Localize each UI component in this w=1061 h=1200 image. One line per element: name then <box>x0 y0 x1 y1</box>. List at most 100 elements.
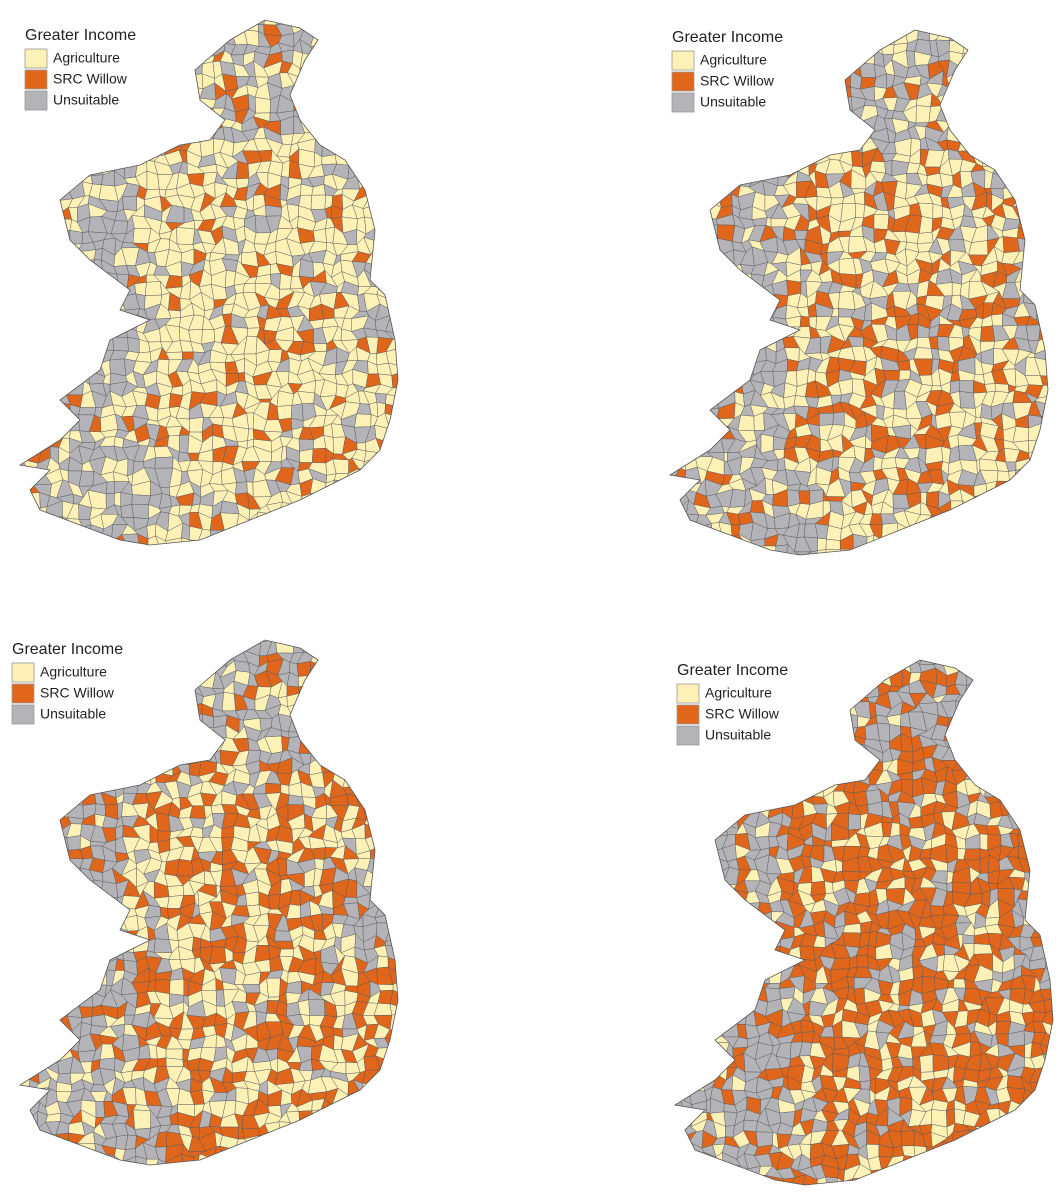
map-region <box>333 130 350 144</box>
map-region <box>356 468 371 486</box>
map-region <box>20 337 28 356</box>
map-region <box>682 382 697 395</box>
map-region <box>818 129 830 143</box>
map-region <box>809 107 821 121</box>
map-region <box>192 20 204 22</box>
map-region <box>738 138 758 156</box>
map-region <box>396 868 398 883</box>
map-region <box>684 217 696 233</box>
map-region <box>410 775 423 786</box>
map-region <box>1028 466 1043 487</box>
map-region <box>48 746 60 766</box>
map-region <box>670 158 681 172</box>
map-region <box>826 554 846 555</box>
map-region <box>1004 126 1019 140</box>
map-region <box>683 524 700 539</box>
map-region <box>395 674 398 690</box>
map-region <box>36 337 47 356</box>
map-region <box>750 286 763 300</box>
map-region <box>1023 228 1042 241</box>
map-region <box>962 30 976 43</box>
map-region <box>309 671 324 685</box>
map-region <box>308 84 321 102</box>
map-region <box>396 890 398 904</box>
map-region <box>233 559 246 575</box>
map-region <box>22 955 41 973</box>
map-region <box>960 570 977 580</box>
map-region <box>404 689 410 696</box>
map-region <box>982 139 998 156</box>
map-region <box>20 423 27 437</box>
map-region <box>32 736 50 754</box>
map-region <box>78 407 97 416</box>
map-region <box>142 747 162 766</box>
map-region <box>373 640 392 653</box>
map-region <box>1038 30 1048 36</box>
map-region <box>949 562 966 572</box>
map-region <box>397 261 398 277</box>
map-region <box>313 703 325 718</box>
map-region <box>397 66 398 75</box>
map-region <box>109 659 127 674</box>
map-region <box>347 686 359 698</box>
map-region <box>343 674 359 689</box>
map-region <box>852 533 868 550</box>
map-region <box>65 270 82 286</box>
map-region <box>80 550 93 558</box>
map-region <box>1031 517 1039 527</box>
map-region <box>47 816 59 833</box>
map-region <box>764 104 775 120</box>
map-region <box>220 641 240 652</box>
map-region <box>751 568 762 582</box>
map-region <box>127 337 140 354</box>
map-region <box>45 900 63 921</box>
map-region <box>710 560 723 573</box>
map-region <box>25 912 40 931</box>
map-region <box>36 173 45 188</box>
map-region <box>57 360 72 378</box>
map-region <box>840 96 853 112</box>
map-region <box>992 30 1005 47</box>
map-region <box>143 728 159 740</box>
map-region <box>1029 16 1043 29</box>
map-region <box>363 109 380 124</box>
map-region <box>104 761 114 778</box>
map-region <box>694 349 712 365</box>
map-region <box>957 82 973 100</box>
map-region <box>363 75 380 87</box>
map-region <box>799 315 810 328</box>
map-region <box>177 74 194 88</box>
map-region <box>331 640 350 644</box>
map-region <box>89 306 101 321</box>
map-region <box>94 937 108 951</box>
map-region <box>275 514 291 528</box>
map-region <box>365 640 377 646</box>
map-region <box>950 513 961 530</box>
map-region <box>409 830 423 841</box>
map-region <box>395 219 398 231</box>
map-region <box>959 380 974 394</box>
map-region <box>968 73 988 88</box>
map-region <box>168 61 181 79</box>
map-region <box>388 511 398 530</box>
map-region <box>57 556 73 572</box>
map-region <box>716 273 735 289</box>
map-region <box>43 302 64 321</box>
map-region <box>818 30 834 33</box>
map-region <box>375 857 394 877</box>
map-region <box>374 511 393 532</box>
map-region <box>396 250 398 264</box>
map-region <box>298 20 313 22</box>
map-region <box>832 411 845 426</box>
map-region <box>44 20 62 25</box>
map-region <box>189 805 206 820</box>
map-region <box>796 130 812 143</box>
map-region <box>413 8 424 23</box>
map-region <box>20 282 30 294</box>
map-region <box>727 158 747 178</box>
map-region <box>23 403 42 420</box>
map-region <box>275 20 291 26</box>
map-region <box>318 129 337 144</box>
map-region <box>836 44 857 53</box>
map-region <box>166 93 183 112</box>
